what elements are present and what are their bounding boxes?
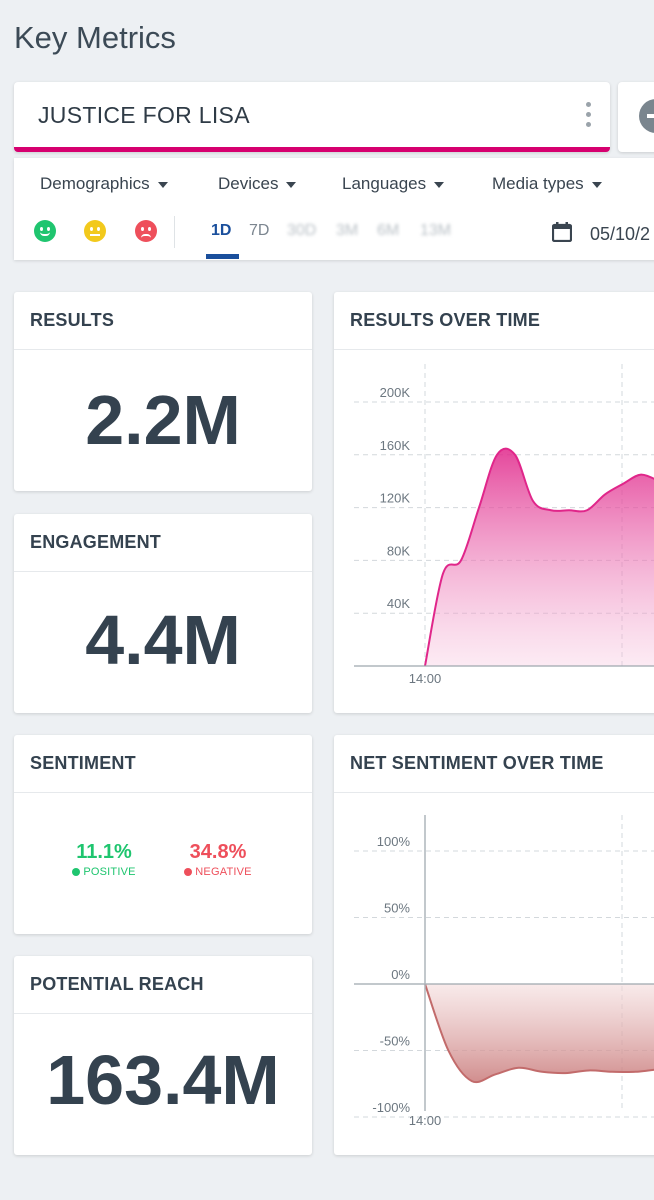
divider (334, 349, 654, 350)
add-query-card[interactable] (618, 82, 654, 152)
y-tick-label: 100% (377, 834, 411, 849)
negative-sentiment-icon[interactable] (135, 220, 157, 242)
series-line (424, 447, 654, 667)
calendar-icon[interactable] (552, 222, 572, 242)
devices-dropdown[interactable]: Devices (218, 174, 297, 194)
smile-icon (72, 868, 81, 876)
divider (14, 792, 312, 793)
divider (14, 349, 312, 350)
net-sentiment-over-time-chart: 100% 50% 0% -50% -100%14:00 (354, 815, 654, 1128)
net-sentiment-over-time-title: NET SENTIMENT OVER TIME (350, 753, 604, 773)
x-tick-label: 14:00 (409, 1113, 442, 1128)
series-line (424, 983, 654, 1084)
y-tick-label: 200K (380, 385, 411, 400)
caret-down-icon (157, 181, 168, 188)
engagement-value: 4.4M (85, 601, 241, 679)
y-tick-label: 0% (391, 967, 410, 982)
sentiment-card-title: SENTIMENT (30, 753, 136, 773)
y-tick-label: -50% (380, 1034, 411, 1049)
range-13m[interactable]: 13M (420, 222, 452, 239)
date-range-text[interactable]: 05/10/2 (590, 224, 651, 244)
negative-sentiment-label: NEGATIVE (171, 866, 265, 878)
y-tick-label: 160K (380, 438, 411, 453)
range-3m[interactable]: 3M (336, 222, 359, 239)
caret-down-icon (591, 181, 602, 188)
negative-sentiment-value: 34.8% (189, 841, 247, 863)
results-over-time-chart: 40K 80K 120K 160K 200K 14:00 (354, 364, 654, 686)
potential-reach-card: POTENTIAL REACH 163.4M (14, 956, 312, 1155)
sentiment-card: SENTIMENT 11.1% POSITIVE 34.8% NEGATIVE (14, 735, 312, 934)
search-query-text: JUSTICE FOR LISA (38, 102, 250, 128)
page-title: Key Metrics (14, 20, 176, 55)
positive-sentiment-icon[interactable] (34, 220, 56, 242)
range-7d[interactable]: 7D (249, 222, 270, 239)
y-tick-label: 50% (384, 901, 410, 916)
frown-icon (184, 868, 193, 876)
net-sentiment-over-time-card: NET SENTIMENT OVER TIME 100% 50% 0% -50% -10… (334, 735, 654, 1155)
range-1d[interactable]: 1D (211, 222, 232, 239)
caret-down-icon (286, 181, 297, 188)
range-30d[interactable]: 30D (287, 222, 317, 239)
y-tick-label: 120K (380, 491, 411, 506)
more-options-icon[interactable] (586, 102, 592, 130)
series-area (425, 448, 654, 666)
y-tick-label: -100% (372, 1100, 410, 1115)
results-card: RESULTS 2.2M (14, 292, 312, 491)
y-tick-label: 40K (387, 596, 410, 611)
potential-reach-value: 163.4M (46, 1041, 280, 1119)
range-6m[interactable]: 6M (377, 222, 400, 239)
y-tick-label: 80K (387, 543, 410, 558)
neutral-sentiment-icon[interactable] (84, 220, 106, 242)
potential-reach-card-title: POTENTIAL REACH (30, 974, 204, 994)
active-range-indicator (206, 254, 239, 259)
remove-circle-icon[interactable] (639, 99, 654, 133)
series-area (425, 984, 654, 1083)
search-query-card[interactable]: JUSTICE FOR LISA (14, 82, 610, 152)
divider (14, 571, 312, 572)
engagement-card: ENGAGEMENT 4.4M (14, 514, 312, 713)
media-types-dropdown[interactable]: Media types (492, 174, 602, 194)
positive-sentiment-label: POSITIVE (59, 866, 149, 878)
positive-sentiment-value: 11.1% (76, 841, 132, 863)
results-over-time-card: RESULTS OVER TIME 40K 80K 120K 160K 200K 14:0… (334, 292, 654, 713)
filter-panel: Demographics Devices Languages Media typ… (14, 158, 654, 260)
divider (14, 1013, 312, 1014)
divider (334, 792, 654, 793)
caret-down-icon (434, 181, 445, 188)
languages-dropdown[interactable]: Languages (342, 174, 445, 194)
x-tick-label: 14:00 (409, 671, 442, 686)
results-value: 2.2M (85, 381, 241, 459)
demographics-dropdown[interactable]: Demographics (40, 174, 168, 194)
engagement-card-title: ENGAGEMENT (30, 532, 162, 552)
results-card-title: RESULTS (30, 310, 115, 330)
results-over-time-title: RESULTS OVER TIME (350, 310, 541, 330)
divider (174, 216, 175, 248)
